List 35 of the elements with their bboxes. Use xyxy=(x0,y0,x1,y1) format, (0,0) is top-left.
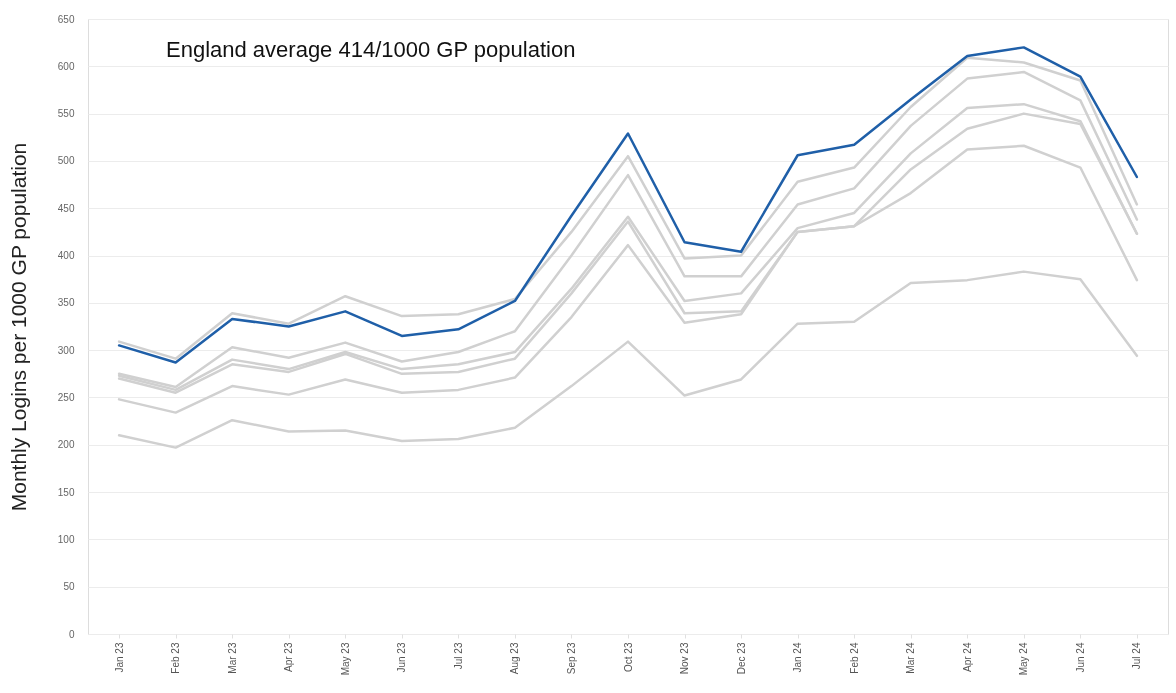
y-tick-label: 200 xyxy=(57,439,75,451)
x-tick-label: Feb 24 xyxy=(848,642,860,674)
y-tick-label: 250 xyxy=(57,391,75,403)
y-tick-label: 350 xyxy=(57,297,75,309)
x-tick-label: Jul 24 xyxy=(1131,642,1143,670)
x-tick-label: Apr 23 xyxy=(283,642,295,672)
x-tick-label: Sep 23 xyxy=(565,642,577,675)
y-tick-label: 450 xyxy=(57,202,75,214)
x-tick-label: Jun 23 xyxy=(396,642,408,673)
y-axis-title: Monthly Logins per 1000 GP population xyxy=(6,142,30,512)
y-tick-label: 50 xyxy=(63,581,75,593)
y-tick-label: 500 xyxy=(57,155,75,167)
x-tick-label: Oct 23 xyxy=(622,642,634,672)
y-tick-label: 100 xyxy=(57,533,75,545)
y-tick-label: 600 xyxy=(57,60,75,72)
x-tick-label: Jan 23 xyxy=(113,642,125,673)
y-tick-label: 650 xyxy=(57,13,75,25)
x-tick-label: Apr 24 xyxy=(961,642,973,672)
x-tick-label: Nov 23 xyxy=(679,642,691,675)
x-tick-label: Jul 23 xyxy=(452,642,464,670)
y-tick-label: 150 xyxy=(57,486,75,498)
x-tick-label: Jan 24 xyxy=(792,642,804,673)
x-tick-label: Feb 23 xyxy=(170,642,182,674)
x-tick-label: May 24 xyxy=(1018,642,1030,676)
text: England average 414/1000 GP population xyxy=(166,37,576,62)
y-tick-label: 300 xyxy=(57,344,75,356)
x-tick-label: Mar 23 xyxy=(226,642,238,674)
y-tick-label: 550 xyxy=(57,108,75,120)
x-tick-label: Dec 23 xyxy=(735,642,747,675)
x-tick-label: Aug 23 xyxy=(509,642,521,675)
x-tick-label: Jun 24 xyxy=(1074,642,1086,673)
x-tick-label: Mar 24 xyxy=(905,642,917,674)
x-tick-label: May 23 xyxy=(339,642,351,676)
y-tick-label: 0 xyxy=(68,628,75,640)
y-tick-label: 400 xyxy=(57,250,75,262)
